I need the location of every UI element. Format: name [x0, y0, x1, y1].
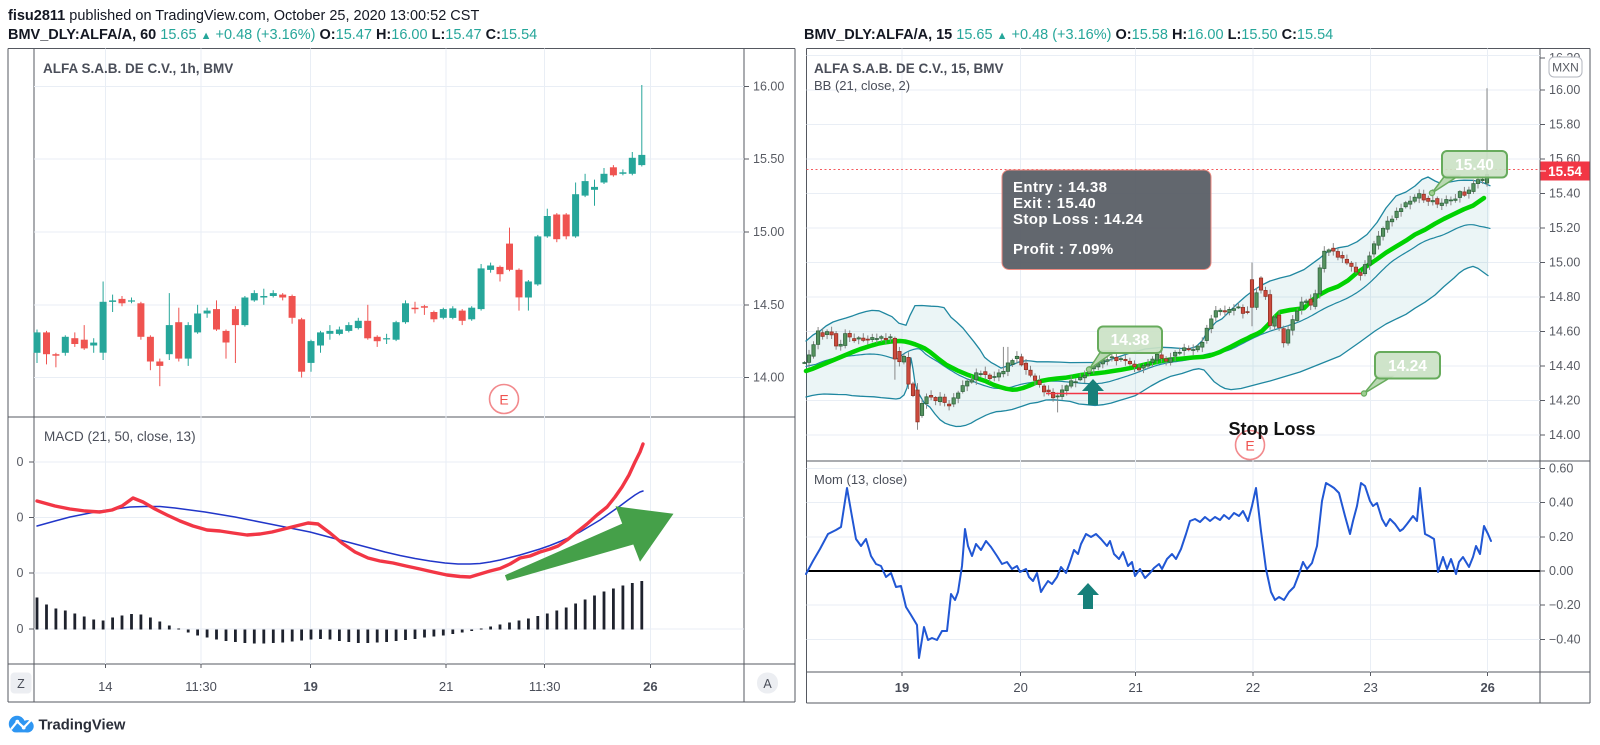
svg-text:MACD (21, 50, close, 13): MACD (21, 50, close, 13)	[44, 429, 196, 444]
svg-text:14.80: 14.80	[1549, 290, 1580, 304]
svg-text:MXN: MXN	[1552, 61, 1579, 75]
svg-text:Z: Z	[17, 677, 25, 691]
svg-text:Entry : 14.38: Entry : 14.38	[1013, 179, 1107, 196]
svg-text:E: E	[499, 392, 508, 408]
svg-text:21: 21	[1128, 680, 1142, 695]
svg-text:15.00: 15.00	[753, 225, 784, 239]
svg-text:14.20: 14.20	[1549, 393, 1580, 407]
svg-text:Mom (13, close): Mom (13, close)	[814, 472, 907, 487]
svg-text:0: 0	[17, 455, 24, 469]
svg-text:23: 23	[1363, 680, 1377, 695]
svg-text:15.20: 15.20	[1549, 221, 1580, 235]
svg-text:0: 0	[17, 566, 24, 580]
svg-text:19: 19	[303, 679, 317, 694]
svg-text:21: 21	[439, 679, 453, 694]
svg-text:BB (21, close, 2): BB (21, close, 2)	[814, 78, 910, 93]
svg-text:A: A	[763, 677, 772, 691]
svg-text:0.00: 0.00	[1549, 564, 1573, 578]
svg-text:fisu2811 published on TradingV: fisu2811 published on TradingView.com, O…	[8, 8, 479, 24]
svg-text:ALFA S.A.B. DE C.V., 15, BMV: ALFA S.A.B. DE C.V., 15, BMV	[814, 61, 1004, 76]
svg-text:Profit : 7.09%: Profit : 7.09%	[1013, 241, 1114, 258]
svg-text:14.40: 14.40	[1549, 359, 1580, 373]
svg-text:0.60: 0.60	[1549, 461, 1573, 475]
svg-text:Exit : 15.40: Exit : 15.40	[1013, 195, 1096, 212]
svg-text:15.50: 15.50	[753, 152, 784, 166]
svg-text:22: 22	[1246, 680, 1260, 695]
svg-text:ALFA S.A.B. DE C.V., 1h, BMV: ALFA S.A.B. DE C.V., 1h, BMV	[43, 61, 233, 76]
svg-text:16.00: 16.00	[1549, 83, 1580, 97]
svg-text:−0.40: −0.40	[1549, 632, 1581, 646]
svg-text:15.80: 15.80	[1549, 118, 1580, 132]
svg-text:0: 0	[17, 511, 24, 525]
svg-text:E: E	[1245, 438, 1254, 454]
svg-text:26: 26	[1480, 680, 1494, 695]
svg-text:15.40: 15.40	[1455, 157, 1494, 174]
svg-text:14.24: 14.24	[1388, 358, 1427, 375]
svg-text:14.00: 14.00	[753, 371, 784, 385]
svg-text:15.00: 15.00	[1549, 256, 1580, 270]
svg-text:26: 26	[643, 679, 657, 694]
svg-text:14.00: 14.00	[1549, 428, 1580, 442]
svg-text:Stop Loss: Stop Loss	[1228, 419, 1315, 439]
svg-text:11:30: 11:30	[529, 679, 561, 694]
svg-text:14.60: 14.60	[1549, 324, 1580, 338]
svg-text:0.40: 0.40	[1549, 496, 1573, 510]
svg-text:14.38: 14.38	[1111, 332, 1150, 349]
svg-text:20: 20	[1013, 680, 1027, 695]
svg-text:Stop Loss : 14.24: Stop Loss : 14.24	[1013, 211, 1143, 228]
svg-text:14.50: 14.50	[753, 298, 784, 312]
svg-text:−0.20: −0.20	[1549, 598, 1581, 612]
svg-text:BMV_DLY:ALFA/A, 60 15.65 ▲ +0.: BMV_DLY:ALFA/A, 60 15.65 ▲ +0.48 (+3.16%…	[8, 27, 537, 43]
svg-text:TradingView: TradingView	[39, 718, 126, 734]
svg-text:16.00: 16.00	[753, 80, 784, 94]
svg-text:19: 19	[895, 680, 909, 695]
svg-text:11:30: 11:30	[185, 679, 217, 694]
svg-text:BMV_DLY:ALFA/A, 15 15.65 ▲ +0.: BMV_DLY:ALFA/A, 15 15.65 ▲ +0.48 (+3.16%…	[804, 27, 1333, 43]
svg-text:0: 0	[17, 622, 24, 636]
svg-text:0.20: 0.20	[1549, 530, 1573, 544]
svg-text:15.40: 15.40	[1549, 187, 1580, 201]
svg-text:14: 14	[98, 679, 112, 694]
svg-text:15.54: 15.54	[1548, 164, 1582, 179]
